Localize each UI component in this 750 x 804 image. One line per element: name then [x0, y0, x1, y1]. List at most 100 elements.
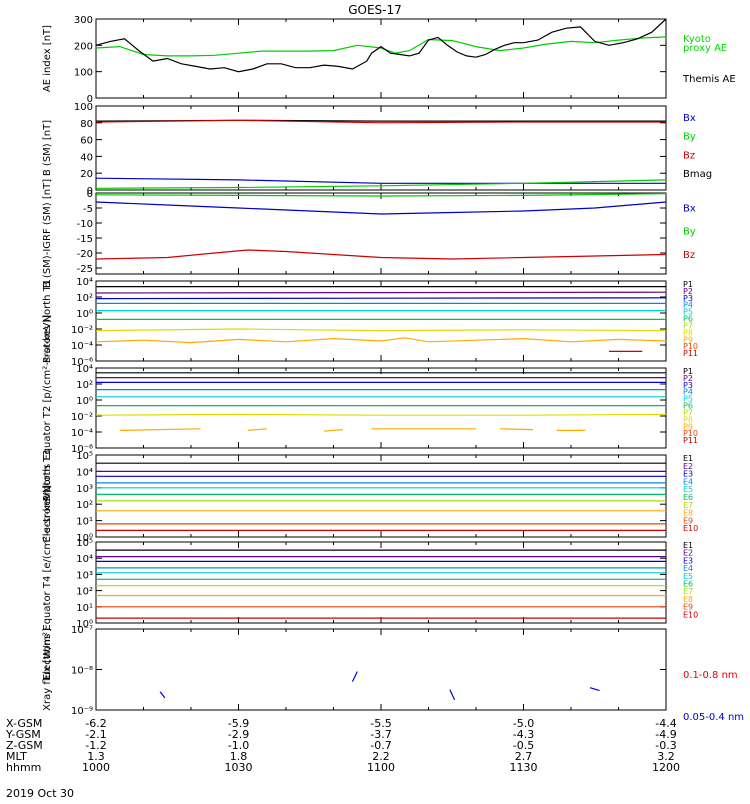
chart-panel-5: 10⁴ 10² 10⁰ 10⁻² 10⁻⁴ 10⁻⁶ Protons Equator T2 … [42, 315, 698, 502]
chart-panel-2: 0 20 40 60 80 100 B (SM) [nT] Bx By Bz Bmag [42, 102, 712, 197]
legend-entry: E3 [683, 470, 693, 479]
y-tick-label: 10⁰ [76, 396, 93, 407]
ephemeris-value: -5.5 [370, 717, 391, 730]
panel-frame [95, 541, 667, 624]
ephemeris-value: -2.1 [85, 728, 106, 741]
y-tick-label: 10⁻⁶ [71, 444, 93, 455]
ephemeris-value: 1000 [82, 761, 110, 774]
ephemeris-value: -6.2 [85, 717, 106, 730]
legend-entry: P6 [683, 402, 693, 411]
legend-entry: E10 [683, 610, 698, 619]
panel-frame [95, 18, 667, 99]
legend-entry: 0.05-0.4 nm [683, 712, 744, 723]
ephemeris-label: MLT [6, 750, 27, 763]
legend-entry: E7 [683, 587, 693, 596]
y-tick-label: 10⁵ [76, 451, 93, 462]
legend-entry: Bz [683, 250, 695, 261]
ephemeris-value: 1030 [225, 761, 253, 774]
y-tick-label: -10 [77, 219, 93, 230]
y-tick-label: 80 [80, 119, 93, 130]
ephemeris-label: hhmm [6, 761, 41, 774]
y-tick-label: 10⁻⁹ [71, 706, 93, 717]
legend-entry: proxy AE [683, 43, 727, 54]
series-line [95, 36, 667, 57]
ephemeris-value: -0.5 [513, 739, 534, 752]
legend-entry: E1 [683, 541, 693, 550]
y-tick-label: 10³ [76, 570, 93, 581]
legend-entry: P8 [683, 415, 693, 424]
legend-entry: P10 [683, 429, 698, 438]
y-tick-label: 10⁰ [76, 309, 93, 320]
panel-frame [95, 367, 667, 449]
series-line [247, 428, 268, 431]
y-tick-label: 300 [74, 15, 93, 26]
ephemeris-value: -5.0 [513, 717, 534, 730]
series-line [95, 337, 667, 344]
chart-panel-6: 10⁵ 10⁴ 10³ 10² 10¹ 10⁰ Electrons North T3 E1E2… [42, 449, 698, 544]
chart-panel-3: -25 -20 -15 -10 -5 0 B (SM)-IGRF (SM) [nT] Bx By… [42, 179, 696, 288]
series-line [95, 297, 667, 300]
series-group [159, 671, 600, 701]
y-tick-label: -5 [83, 204, 93, 215]
series-line [95, 177, 666, 184]
ephemeris-value: 1130 [510, 761, 538, 774]
legend-entry: P5 [683, 308, 693, 317]
ephemeris-value: -1.0 [228, 739, 249, 752]
legend: 0.1-0.8 nm 0.05-0.4 nm [683, 670, 744, 723]
legend-entry: Bz [683, 150, 695, 161]
y-tick-label: 0 [87, 186, 93, 197]
y-axis-label: Electrons Equator T4 [e/(cm²-s-sr-keV)] [42, 485, 53, 680]
y-axis-label: Electrons North T3 [42, 449, 53, 542]
panel-frame [95, 454, 667, 538]
legend-entry: E4 [683, 477, 693, 486]
y-tick-label: 0 [87, 189, 93, 200]
y-tick-label: 10² [76, 500, 93, 511]
y-tick-label: 10² [76, 587, 93, 598]
y-tick-label: -15 [77, 234, 93, 245]
legend-entry: P9 [683, 335, 693, 344]
y-axis-label: B (SM)-IGRF (SM) [nT] [42, 179, 53, 288]
y-tick-label: 10¹ [76, 603, 93, 614]
series-group [96, 462, 666, 532]
series-line [159, 691, 166, 699]
legend-entry: P7 [683, 321, 693, 330]
y-tick-label: 0 [87, 94, 93, 105]
legend-entry: E1 [683, 454, 693, 463]
y-tick-label: 100 [74, 68, 93, 79]
ephemeris-label: Y-GSM [5, 728, 41, 741]
y-tick-label: 60 [80, 136, 93, 147]
panel-frame [95, 628, 667, 711]
legend-entry: E6 [683, 580, 693, 589]
legend-entry: P9 [683, 422, 693, 431]
legend-entry: P4 [683, 301, 693, 310]
ephemeris-value: 1200 [652, 761, 680, 774]
y-axis-label: AE index [nT] [42, 25, 53, 92]
legend-entry: P11 [683, 349, 698, 358]
legend: Bx By Bz [683, 204, 696, 261]
series-line [499, 428, 534, 431]
series-line [95, 291, 667, 294]
series-line [589, 687, 600, 692]
y-tick-label: -25 [77, 264, 93, 275]
series-line [95, 249, 667, 260]
ephemeris-value: -1.2 [85, 739, 106, 752]
ephemeris-value: -0.7 [370, 739, 391, 752]
legend-entry: P7 [683, 408, 693, 417]
legend-entry: 0.1-0.8 nm [683, 670, 738, 681]
legend-entry: E3 [683, 556, 693, 565]
ephemeris-value: -4.4 [655, 717, 676, 730]
y-tick-label: 100 [74, 102, 93, 113]
y-tick-label: -20 [77, 249, 93, 260]
series-group [95, 286, 667, 352]
ephemeris-value: 1.8 [230, 750, 248, 763]
legend-entry: E8 [683, 595, 693, 604]
legend-entry: Bx [683, 204, 696, 215]
ephemeris-value: -0.3 [655, 739, 676, 752]
y-tick-label: 10⁵ [76, 538, 93, 549]
